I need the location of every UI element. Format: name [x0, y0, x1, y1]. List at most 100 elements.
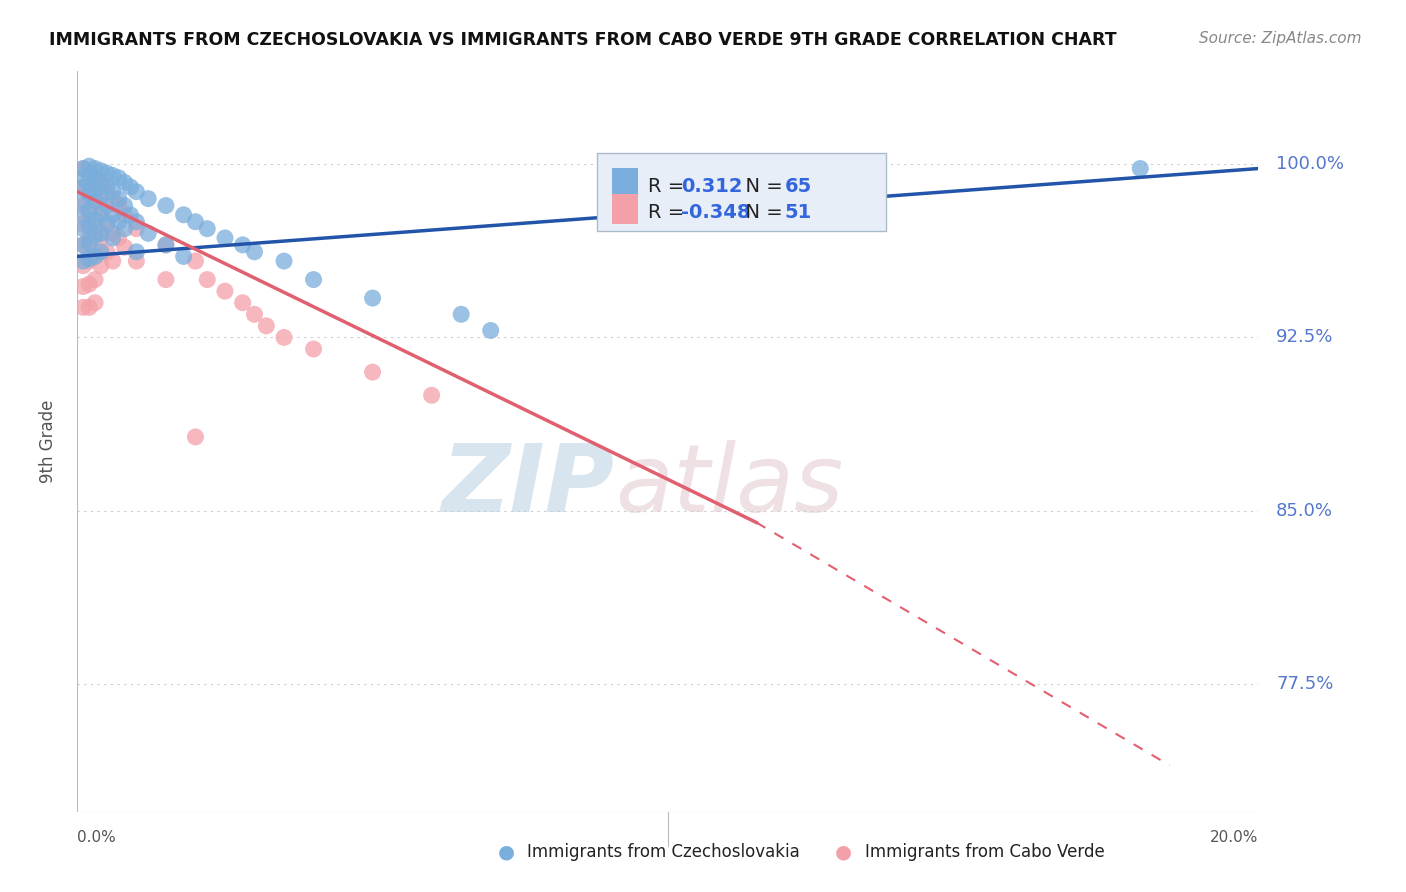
Point — [90, 164, 112, 178]
Point — [90, 203, 112, 218]
Point — [107, 170, 129, 185]
Point — [125, 254, 148, 268]
Point — [136, 192, 159, 206]
Point — [96, 198, 118, 212]
Point — [84, 170, 107, 185]
Point — [155, 238, 177, 252]
Point — [155, 198, 177, 212]
Point — [72, 221, 94, 235]
Point — [77, 231, 100, 245]
Text: ZIP: ZIP — [441, 440, 614, 532]
Point — [173, 250, 195, 264]
Text: 0.0%: 0.0% — [77, 830, 117, 846]
Point — [195, 221, 218, 235]
Point — [155, 272, 177, 286]
Point — [72, 279, 94, 293]
Point — [84, 182, 107, 196]
Text: ●: ● — [498, 842, 515, 862]
Point — [84, 161, 107, 176]
Text: 0.312: 0.312 — [681, 177, 742, 195]
Text: -0.348: -0.348 — [681, 202, 751, 221]
Point — [420, 388, 443, 402]
Text: N =: N = — [733, 202, 789, 221]
Point — [77, 178, 100, 192]
Point — [90, 189, 112, 203]
Point — [114, 208, 136, 222]
Text: 9th Grade: 9th Grade — [39, 400, 56, 483]
Point — [232, 238, 254, 252]
Point — [125, 244, 148, 259]
Text: atlas: atlas — [614, 441, 844, 532]
Point — [96, 215, 118, 229]
Point — [125, 221, 148, 235]
Point — [107, 231, 129, 245]
Text: 85.0%: 85.0% — [1277, 502, 1333, 520]
Point — [120, 180, 142, 194]
Point — [101, 254, 124, 268]
Point — [84, 212, 107, 227]
Point — [84, 244, 107, 259]
Point — [72, 194, 94, 208]
Text: 20.0%: 20.0% — [1211, 830, 1258, 846]
Point — [101, 169, 124, 183]
Point — [77, 186, 100, 201]
Point — [155, 238, 177, 252]
Point — [107, 198, 129, 212]
Point — [273, 330, 295, 344]
FancyBboxPatch shape — [598, 153, 886, 230]
Point — [1129, 161, 1152, 176]
Point — [72, 180, 94, 194]
Point — [77, 277, 100, 292]
Point — [84, 170, 107, 185]
Point — [302, 272, 325, 286]
Point — [302, 342, 325, 356]
Point — [361, 291, 384, 305]
Point — [107, 192, 129, 206]
Point — [184, 215, 207, 229]
Point — [101, 208, 124, 222]
Point — [72, 208, 94, 222]
Point — [114, 240, 136, 254]
Text: 92.5%: 92.5% — [1277, 328, 1333, 346]
Point — [90, 227, 112, 241]
Point — [90, 244, 112, 259]
Point — [84, 250, 107, 264]
Point — [77, 169, 100, 183]
Point — [77, 219, 100, 234]
Point — [77, 301, 100, 315]
Text: 77.5%: 77.5% — [1277, 675, 1333, 693]
Point — [72, 238, 94, 252]
Point — [84, 228, 107, 243]
Point — [101, 231, 124, 245]
Point — [90, 176, 112, 190]
Point — [107, 215, 129, 229]
Text: N =: N = — [733, 177, 789, 195]
Point — [77, 203, 100, 218]
Point — [101, 227, 124, 241]
Point — [273, 254, 295, 268]
Point — [173, 208, 195, 222]
Point — [243, 307, 266, 321]
Point — [125, 215, 148, 229]
Point — [77, 185, 100, 199]
Point — [90, 231, 112, 245]
Point — [72, 180, 94, 194]
Point — [72, 161, 94, 176]
Point — [72, 238, 94, 252]
Point — [84, 194, 107, 208]
Point — [96, 180, 118, 194]
Point — [136, 227, 159, 241]
Bar — [613, 194, 638, 224]
Point — [96, 185, 118, 199]
Point — [101, 192, 124, 206]
Text: Immigrants from Czechoslovakia: Immigrants from Czechoslovakia — [527, 843, 800, 861]
Text: 65: 65 — [785, 177, 813, 195]
Point — [72, 198, 94, 212]
Point — [125, 185, 148, 199]
Point — [72, 170, 94, 185]
Point — [254, 318, 277, 333]
Point — [214, 284, 236, 298]
Text: Source: ZipAtlas.com: Source: ZipAtlas.com — [1198, 31, 1361, 46]
Point — [84, 295, 107, 310]
Point — [195, 272, 218, 286]
